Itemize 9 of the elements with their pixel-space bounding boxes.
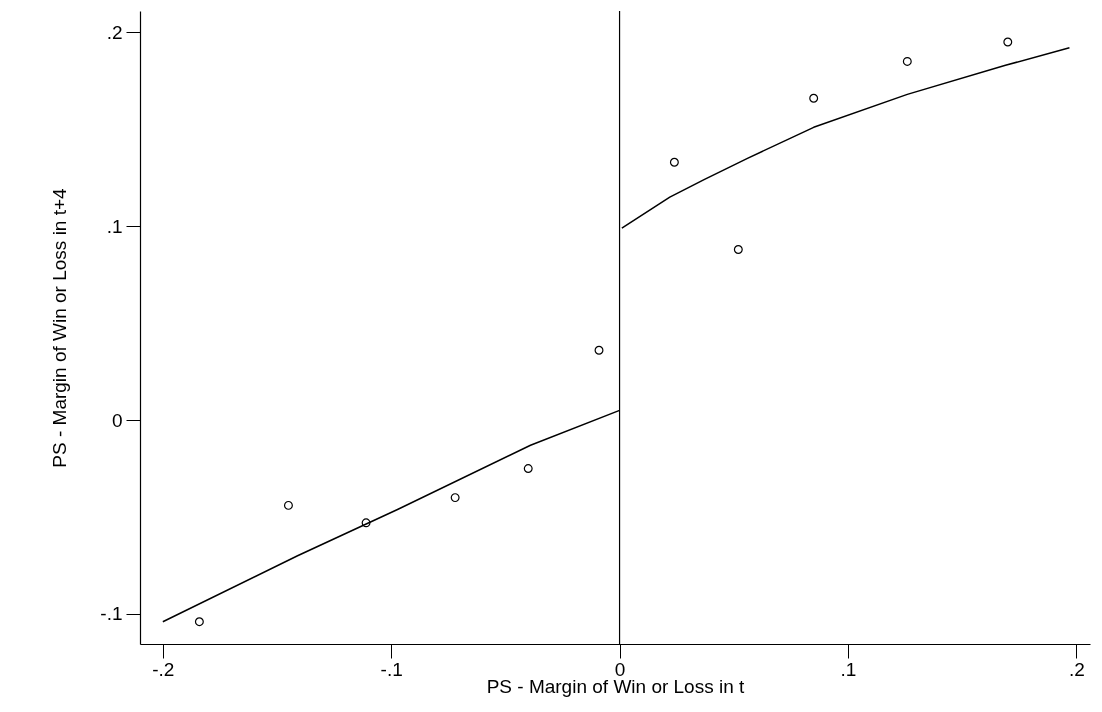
- y-tick-label: 0: [111, 409, 123, 431]
- y-tick-label: -.1: [100, 603, 123, 625]
- y-tick-label: .2: [106, 21, 123, 43]
- x-tick-label: -.1: [380, 658, 403, 680]
- x-tick-label: .2: [1068, 658, 1085, 680]
- x-tick-label: -.2: [152, 658, 175, 680]
- y-axis-title: PS - Margin of Win or Loss in t+4: [49, 187, 71, 468]
- x-tick-label: .1: [840, 658, 857, 680]
- y-tick-label: .1: [106, 215, 123, 237]
